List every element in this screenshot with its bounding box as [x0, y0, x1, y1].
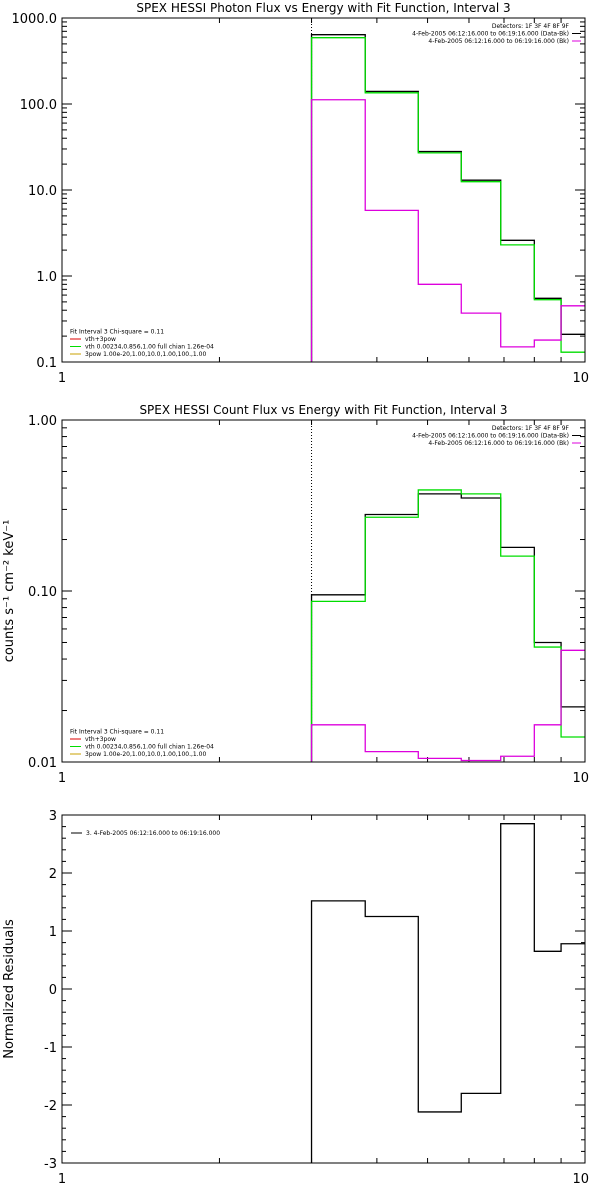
x-tick-label: 1 [58, 1172, 66, 1187]
y-tick-label: 0 [49, 983, 57, 998]
x-tick-label: 10 [572, 1172, 589, 1187]
legend-text: 3pow 1.00e-20,1.00,10.0,1.00,100.,1.00 [85, 751, 206, 758]
x-minor-ticks [218, 420, 562, 762]
y-tick-label: 1.00 [28, 414, 57, 429]
y-minor-ticks [62, 21, 585, 337]
plot-frame [61, 814, 586, 1164]
y-tick-label: -3 [44, 1157, 57, 1172]
x-minor-ticks [218, 815, 562, 1163]
y-tick-label: 3 [49, 809, 57, 824]
y-tick-label: 100.0 [20, 98, 57, 113]
series-model-step-line [310, 37, 585, 362]
y-tick-label: -1 [44, 1041, 57, 1056]
series-data-step-line [310, 823, 585, 1163]
series-data-step-line [310, 34, 585, 362]
count-flux-panel: SPEX HESSI Count Flux vs Energy with Fit… [2, 403, 589, 786]
x-tick-label: 1 [58, 771, 66, 786]
x-minor-ticks [218, 18, 562, 362]
series-bk-step-line [310, 99, 585, 362]
legend-text: 4-Feb-2005 06:12:16.000 to 06:19:16.000 … [412, 433, 569, 440]
y-tick-label: 0.10 [28, 585, 57, 600]
legend-text: 3. 4-Feb-2005 06:12:16.000 to 06:19:16.0… [86, 830, 220, 837]
legend-text: vth 0.00234,0.856,1.00 full chian 1.26e-… [85, 344, 214, 351]
legend-text: 4-Feb-2005 06:12:16.000 to 06:19:16.000 … [428, 440, 569, 447]
x-tick-label: 10 [572, 771, 589, 786]
series-bk-step-line [310, 649, 585, 762]
residuals-panel: Normalized Residuals -3 -2 -1 0 1 2 3 1 10 3. 4-Fe… [2, 809, 589, 1187]
y-tick-label: 1.0 [36, 270, 57, 285]
legend-text: 3pow 1.00e-20,1.00,10.0,1.00,100.,1.00 [85, 351, 206, 358]
legend-text: 4-Feb-2005 06:12:16.000 to 06:19:16.000 … [428, 38, 569, 45]
y-tick-label: 1 [49, 925, 57, 940]
chart-title: SPEX HESSI Count Flux vs Energy with Fit… [139, 403, 507, 417]
y-minor-ticks [62, 814, 585, 1164]
y-tick-label: 0.01 [28, 756, 57, 771]
y-tick-label: 2 [49, 867, 57, 882]
photon-flux-panel: SPEX HESSI Photon Flux vs Energy with Fi… [12, 1, 590, 386]
y-tick-label: 10.0 [28, 184, 57, 199]
legend-text: vth+3pow [85, 336, 116, 343]
legend-text: Fit Interval 3 Chi-square = 0.11 [70, 729, 164, 736]
y-tick-label: -2 [44, 1099, 57, 1114]
legend-text: Detectors: 1F 3F 4F 8F 9F [492, 425, 570, 432]
legend-text: vth+3pow [85, 736, 116, 743]
legend-text: 4-Feb-2005 06:12:16.000 to 06:19:16.000 … [412, 31, 569, 38]
x-tick-label: 1 [58, 371, 66, 386]
plot-frame [61, 419, 586, 763]
y-axis-label: Normalized Residuals [2, 919, 17, 1059]
chart-title: SPEX HESSI Photon Flux vs Energy with Fi… [136, 1, 510, 15]
series-model-step-line [310, 489, 585, 762]
legend-text: vth 0.00234,0.856,1.00 full chian 1.26e-… [85, 744, 214, 751]
legend-text: Fit Interval 3 Chi-square = 0.11 [70, 329, 164, 336]
plot-frame [61, 17, 586, 363]
y-tick-label: 1000.0 [12, 12, 58, 27]
x-tick-label: 10 [572, 371, 589, 386]
legend-text: Detectors: 1F 3F 4F 8F 9F [492, 23, 570, 30]
y-axis-label: counts s⁻¹ cm⁻² keV⁻¹ [2, 520, 17, 663]
y-tick-label: 0.1 [36, 356, 57, 371]
series-data-step-line [310, 493, 585, 762]
y-minor-ticks [62, 427, 585, 712]
